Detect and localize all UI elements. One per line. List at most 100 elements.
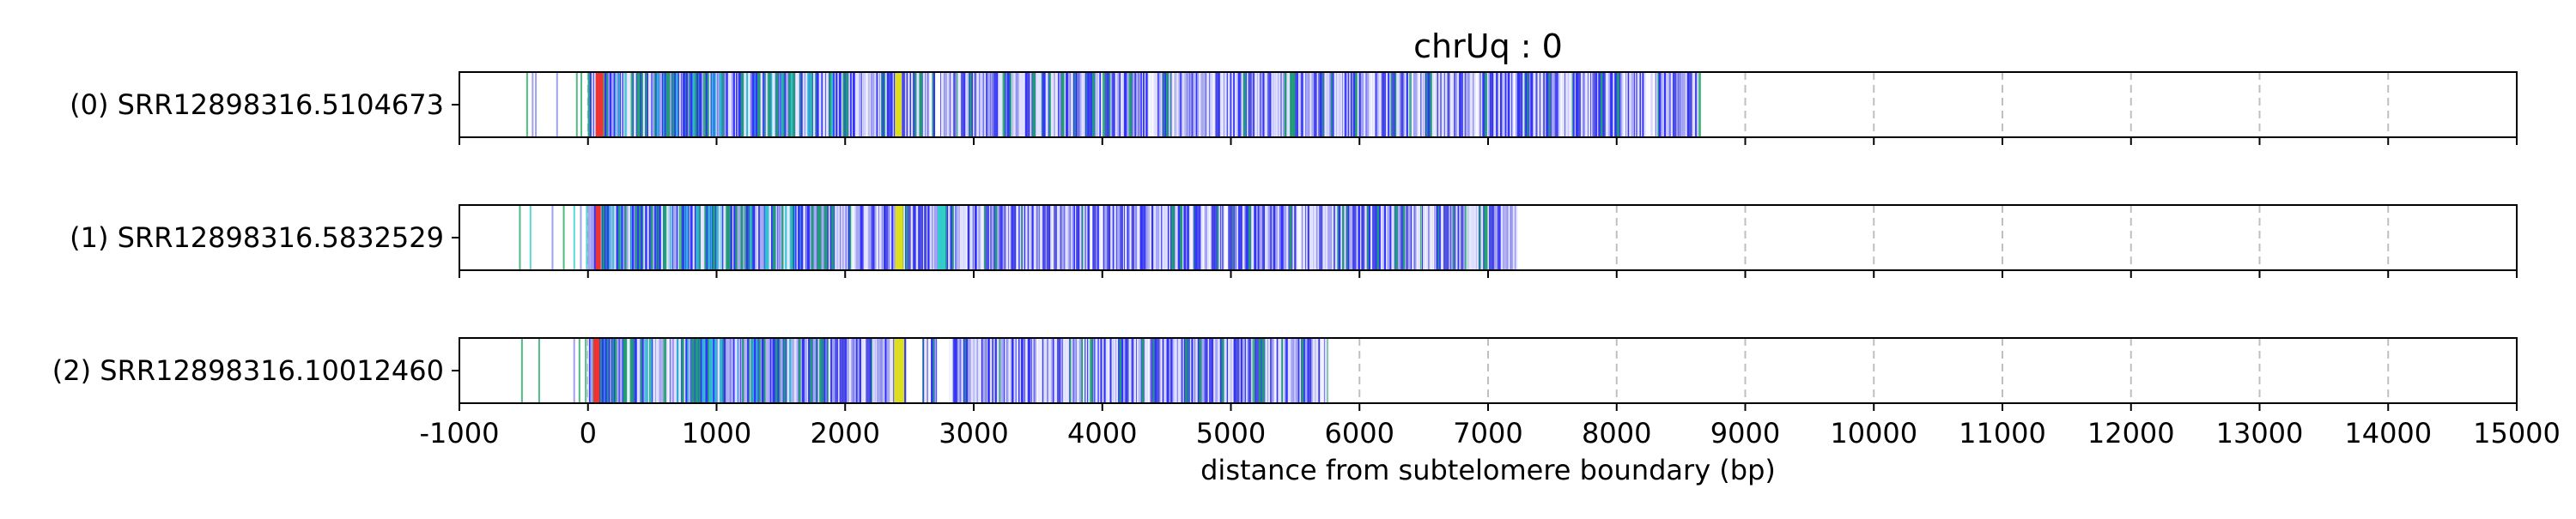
read-stripe — [1059, 72, 1061, 137]
read-stripe — [691, 338, 695, 403]
read-stripe — [1207, 338, 1210, 403]
read-stripe — [1268, 338, 1271, 403]
read-stripe — [1072, 205, 1074, 270]
read-stripe — [1649, 72, 1652, 137]
read-stripe — [1030, 338, 1031, 403]
read-stripe — [673, 338, 677, 403]
read-stripe — [526, 72, 528, 137]
read-stripe — [1444, 205, 1449, 270]
read-stripe — [874, 338, 876, 403]
x-tick-label: 15000 — [2473, 417, 2561, 450]
x-tick-label: 4000 — [1067, 417, 1137, 450]
read-stripe — [837, 205, 839, 270]
read-stripe — [1629, 72, 1632, 137]
read-stripe — [663, 205, 666, 270]
read-stripe — [993, 338, 995, 403]
read-stripe — [1145, 338, 1150, 403]
read-stripe — [742, 338, 744, 403]
read-stripe — [1160, 338, 1163, 403]
read-stripe — [624, 205, 628, 270]
read-stripe — [590, 338, 593, 403]
read-stripe — [932, 72, 933, 137]
read-stripe — [740, 338, 743, 403]
read-stripe — [902, 72, 907, 137]
read-stripe — [1488, 72, 1490, 137]
read-stripe — [1090, 338, 1093, 403]
read-stripe — [1540, 72, 1544, 137]
read-stripe — [573, 205, 575, 270]
read-stripe — [807, 72, 810, 137]
read-stripe — [695, 338, 699, 403]
read-stripe — [999, 338, 1003, 403]
read-stripe — [1127, 338, 1129, 403]
read-stripe — [936, 338, 939, 403]
read-stripe — [775, 338, 778, 403]
read-stripe — [661, 338, 663, 403]
read-stripe — [1225, 205, 1229, 270]
read-stripe — [1271, 205, 1273, 270]
read-stripe — [1580, 72, 1583, 137]
read-stripe — [862, 205, 864, 270]
read-stripe — [1008, 205, 1012, 270]
read-stripe — [1279, 205, 1281, 270]
read-stripe — [929, 338, 931, 403]
read-stripe — [905, 72, 907, 137]
read-stripe — [1506, 72, 1509, 137]
read-stripe — [767, 72, 771, 137]
read-stripe — [1254, 72, 1258, 137]
read-stripe — [692, 72, 696, 137]
read-stripe — [927, 72, 929, 137]
read-stripe — [1396, 72, 1400, 137]
read-stripe — [1115, 72, 1118, 137]
read-stripe — [676, 72, 678, 137]
read-stripe — [884, 72, 887, 137]
read-stripe — [842, 338, 846, 403]
read-stripe — [818, 338, 823, 403]
read-stripe — [1211, 72, 1215, 137]
read-stripe — [958, 72, 962, 137]
read-stripe — [1193, 72, 1194, 137]
x-tick-label: 0 — [580, 417, 597, 450]
read-stripe — [1341, 205, 1345, 270]
read-stripe — [1309, 205, 1313, 270]
read-stripe — [641, 338, 642, 403]
read-stripe — [628, 72, 632, 137]
read-stripe — [1608, 72, 1611, 137]
read-stripe — [948, 205, 951, 270]
read-stripe — [826, 205, 828, 270]
read-stripe — [1036, 72, 1039, 137]
read-stripe — [815, 72, 817, 137]
read-stripe — [879, 72, 882, 137]
read-stripe — [1261, 72, 1263, 137]
read-stripe — [821, 205, 824, 270]
read-stripe — [1303, 205, 1306, 270]
read-stripe — [606, 338, 609, 403]
read-stripe — [1185, 338, 1188, 403]
read-stripe — [973, 205, 975, 270]
read-stripe — [986, 72, 988, 137]
read-stripe — [644, 338, 648, 403]
read-stripe — [1331, 72, 1333, 137]
read-stripe — [984, 72, 987, 137]
read-stripe — [1232, 205, 1234, 270]
read-stripe — [671, 338, 674, 403]
read-stripe — [1218, 338, 1220, 403]
read-stripe — [1301, 338, 1304, 403]
read-stripe — [665, 72, 669, 137]
read-stripe — [1312, 205, 1314, 270]
read-stripe — [1174, 338, 1177, 403]
read-stripe — [1493, 72, 1497, 137]
x-tick-label: -1000 — [420, 417, 500, 450]
read-stripe — [1251, 205, 1254, 270]
read-stripe — [1438, 72, 1441, 137]
read-stripe — [1670, 72, 1673, 137]
read-stripe — [1212, 205, 1214, 270]
read-label: (0) SRR12898316.5104673 — [70, 88, 444, 121]
read-stripe — [630, 205, 632, 270]
x-tick-label: 10000 — [1830, 417, 1917, 450]
read-stripe — [1194, 72, 1196, 137]
read-stripe — [1430, 72, 1433, 137]
read-stripe — [1163, 72, 1165, 137]
read-stripe — [841, 338, 842, 403]
read-stripe — [1271, 338, 1273, 403]
